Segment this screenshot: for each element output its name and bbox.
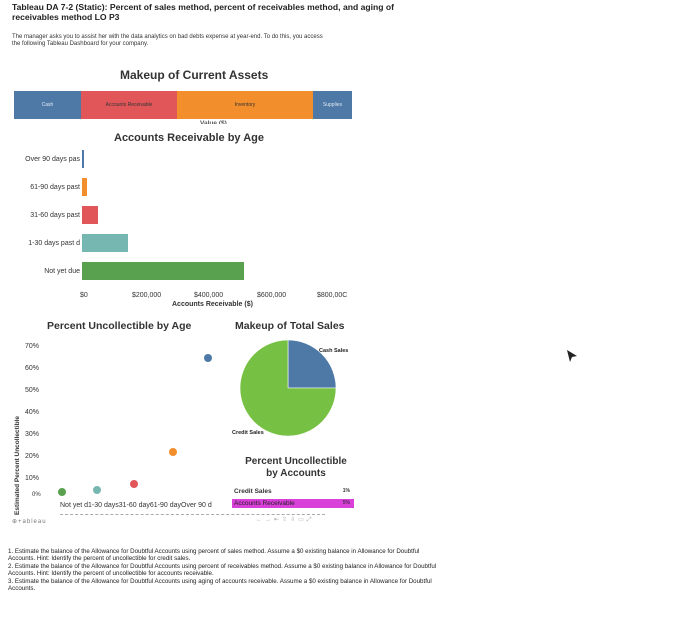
pct-point-61-90	[169, 448, 177, 456]
current-assets-segment-accounts-receivable: Accounts Receivable	[81, 91, 177, 119]
total-sales-pie	[239, 339, 337, 437]
pct-tick-50: 50%	[25, 387, 40, 394]
pie-label-cash-sales: Cash Sales	[319, 348, 349, 354]
pct-point-1-30	[93, 485, 101, 494]
pct-tick-10: 10%	[25, 475, 40, 482]
exercise-title-line1: Tableau DA 7-2 (Static): Percent of sale…	[12, 2, 395, 12]
ar-bar-31-60	[82, 206, 98, 224]
revert-icon[interactable]: ⇤	[274, 517, 283, 523]
pct-by-accounts-title: Percent Uncollectible by Accounts	[236, 456, 356, 480]
pct-table-row-credit-sales: Credit Sales 1%	[232, 488, 354, 497]
current-assets-segment-supplies: Supplies	[313, 91, 352, 119]
ar-bar-not-yet-due	[82, 262, 244, 280]
pct-by-age-y-label: Estimated Percent Uncollectible	[14, 416, 21, 515]
current-assets-segment-cash: Cash	[14, 91, 81, 119]
exercise-title: Tableau DA 7-2 (Static): Percent of sale…	[12, 2, 452, 22]
tableau-logo: ⊕+ableau	[12, 518, 47, 525]
pct-by-accounts-title-line2: by Accounts	[266, 468, 326, 479]
ar-label-over-90: Over 90 days pas	[25, 156, 80, 163]
ar-tick-400k: $400,000	[194, 292, 224, 299]
comment-icon[interactable]: ▭	[298, 517, 307, 523]
question-3: 3. Estimate the balance of the Allowance…	[8, 577, 432, 593]
pct-tick-70: 70%	[25, 343, 40, 350]
pct-point-over-90	[204, 353, 212, 362]
share-icon[interactable]: ⇧	[282, 517, 291, 523]
exercise-title-line2: receivables method LO P3	[12, 12, 120, 22]
download-icon[interactable]: ⇩	[290, 517, 299, 523]
undo-icon[interactable]: ←	[256, 517, 265, 523]
total-sales-title: Makeup of Total Sales	[235, 320, 345, 332]
pct-by-age-axis-line	[60, 514, 325, 515]
ar-label-1-30: 1-30 days past d	[28, 240, 80, 247]
fullscreen-icon[interactable]: ⤢	[306, 517, 315, 523]
pct-tick-0: 0%	[32, 492, 41, 498]
ar-bar-1-30	[82, 234, 129, 252]
intro-line2: the following Tableau Dashboard for your…	[12, 41, 149, 48]
tableau-toolbar: ←→⇤⇧⇩▭⤢	[256, 516, 315, 524]
arrow-cursor-icon	[567, 350, 577, 362]
question-2: 2. Estimate the balance of the Allowance…	[8, 562, 437, 578]
ar-bar-61-90	[82, 178, 87, 196]
pct-tick-60: 60%	[25, 365, 40, 372]
pct-tick-20: 20%	[25, 453, 40, 460]
pct-point-not-yet-due	[58, 487, 66, 496]
segment-label: Cash	[41, 102, 54, 108]
question-1: 1. Estimate the balance of the Allowance…	[8, 548, 420, 563]
intro-line1: The manager asks you to assist her with …	[12, 34, 323, 40]
row-value: 5%	[342, 500, 350, 506]
current-assets-axis-label-cut: Value ($)	[200, 120, 227, 124]
tableau-mark-icon: ⊕	[12, 519, 19, 525]
tableau-logo-text: +ableau	[18, 519, 47, 525]
ar-label-31-60: 31-60 days past	[30, 212, 80, 219]
pie-label-credit-sales: Credit Sales	[232, 430, 264, 436]
row-label: Credit Sales	[234, 488, 272, 495]
pct-tick-40: 40%	[25, 409, 40, 416]
pie-slice-credit-sales	[239, 339, 337, 437]
ar-x-axis-label: Accounts Receivable ($)	[172, 301, 253, 308]
pct-tick-30: 30%	[25, 431, 40, 438]
segment-label: Supplies	[322, 102, 343, 108]
ar-bar-over-90	[82, 150, 84, 168]
segment-label: Inventory	[234, 102, 256, 108]
pct-table-row-accounts-receivable: Accounts Receivable 5%	[232, 499, 354, 508]
ar-tick-800k: $800,00C	[317, 292, 348, 299]
current-assets-segment-inventory: Inventory	[177, 91, 313, 119]
ar-label-61-90: 61-90 days past	[30, 184, 80, 191]
ar-tick-0: $0	[80, 292, 88, 299]
pct-by-age-title: Percent Uncollectible by Age	[47, 320, 192, 332]
segment-label: Accounts Receivable	[105, 102, 153, 108]
pct-by-age-categories: Not yet d1-30 days31-60 day61-90 dayOver…	[60, 502, 212, 509]
ar-label-not-yet-due: Not yet due	[44, 268, 80, 275]
current-assets-title: Makeup of Current Assets	[120, 68, 269, 82]
ar-tick-600k: $600,000	[257, 292, 287, 299]
pct-point-31-60	[130, 479, 138, 488]
row-label: Accounts Receivable	[234, 500, 295, 507]
redo-icon[interactable]: →	[265, 517, 274, 523]
ar-tick-200k: $200,000	[132, 292, 162, 299]
pct-by-accounts-title-line1: Percent Uncollectible	[245, 456, 347, 467]
row-value: 1%	[342, 488, 350, 494]
pie-slice-cash-sales	[287, 339, 337, 389]
intro-text: The manager asks you to assist her with …	[12, 34, 442, 48]
questions: 1. Estimate the balance of the Allowance…	[8, 548, 438, 592]
ar-by-age-title: Accounts Receivable by Age	[114, 132, 264, 144]
